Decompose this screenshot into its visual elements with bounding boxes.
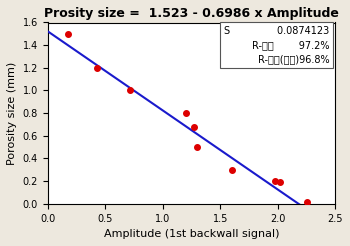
Point <box>65 32 71 36</box>
Point <box>277 180 283 184</box>
Text: S               0.0874123
R-제곱        97.2%
R-제곱(수정)96.8%: S 0.0874123 R-제곱 97.2% R-제곱(수정)96.8% <box>224 26 330 64</box>
Point <box>273 179 278 183</box>
X-axis label: Amplitude (1st backwall signal): Amplitude (1st backwall signal) <box>104 229 279 239</box>
Y-axis label: Porosity size (mm): Porosity size (mm) <box>7 62 17 165</box>
Point <box>229 168 234 172</box>
Point <box>94 66 100 70</box>
Point <box>128 89 133 92</box>
Point <box>183 111 189 115</box>
Point <box>194 145 200 149</box>
Title: Prosity size =  1.523 - 0.6986 x Amplitude: Prosity size = 1.523 - 0.6986 x Amplitud… <box>44 7 339 20</box>
Point <box>191 125 197 129</box>
Point <box>304 200 309 203</box>
